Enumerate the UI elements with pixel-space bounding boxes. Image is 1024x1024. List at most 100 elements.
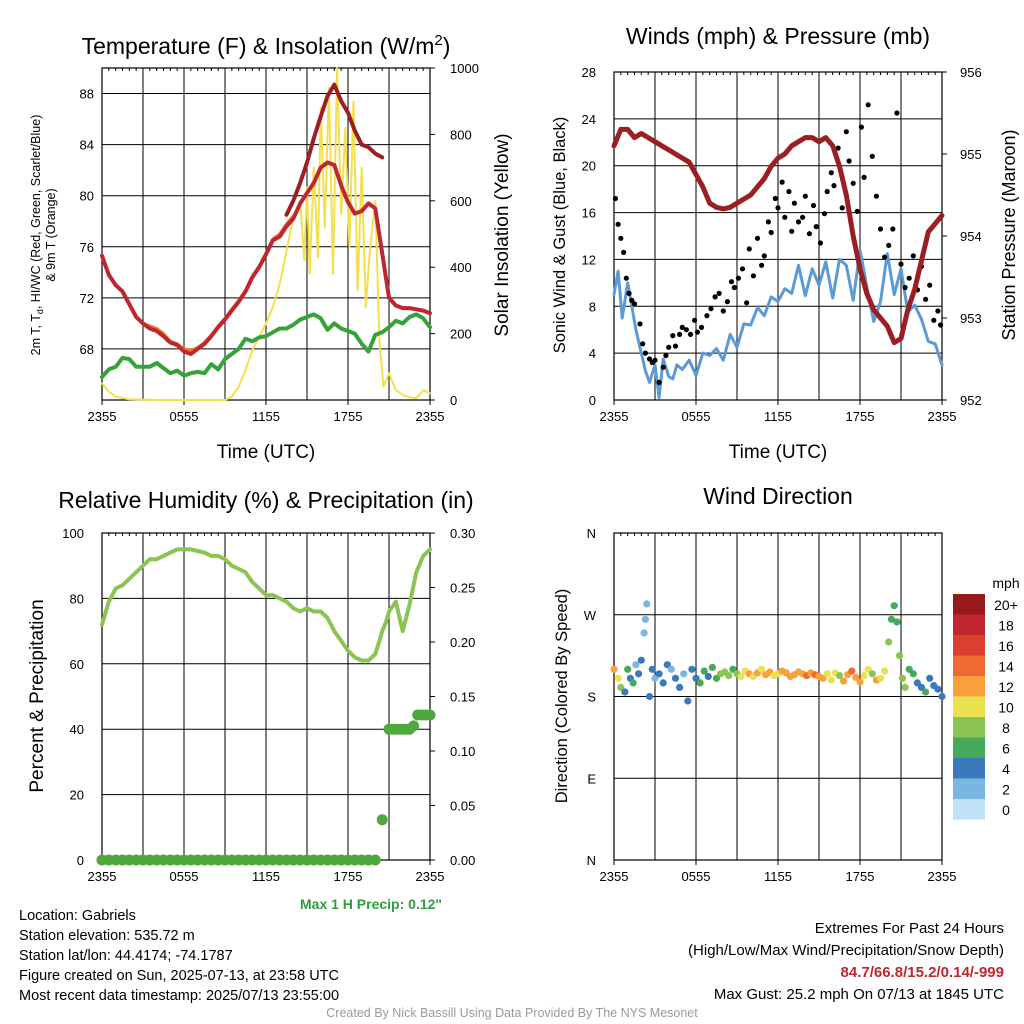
gust-point [906, 275, 912, 281]
direction-point [635, 670, 643, 678]
gust-point [927, 282, 933, 288]
colorbar-swatch [953, 594, 985, 615]
extremes-subtitle: (High/Low/Max Wind/Precipitation/Snow De… [688, 942, 1004, 959]
direction-point [617, 683, 625, 692]
y-right-tick-label: 0 [450, 393, 457, 408]
y-tick-label: 0 [589, 393, 596, 408]
gust-point [672, 343, 679, 349]
x-tick-label: 1155 [252, 409, 280, 424]
temperature-title: Temperature (F) & Insolation (W/m2) [82, 32, 451, 59]
gust-point [821, 211, 828, 217]
y-tick-label: 12 [582, 252, 596, 267]
temperature-panel: Temperature (F) & Insolation (W/m2) 2355… [29, 32, 513, 463]
gust-point [666, 344, 672, 350]
gust-point [858, 124, 865, 130]
humidity-line [100, 547, 432, 663]
direction-point [856, 678, 864, 686]
direction-point [667, 665, 676, 673]
gust-point [660, 364, 666, 370]
colorbar-title: mph [992, 575, 1019, 591]
x-tick-label: 1755 [334, 869, 363, 884]
temperature-series-line [100, 312, 432, 379]
gust-point [692, 317, 698, 323]
insolation-line [101, 67, 431, 401]
extremes-title: Extremes For Past 24 Hours [814, 920, 1004, 937]
gust-point [782, 214, 788, 220]
gust-point [679, 324, 685, 330]
gust-point [835, 145, 841, 151]
x-tick-label: 2355 [600, 409, 629, 424]
x-tick-label: 0555 [170, 869, 199, 884]
direction-point [934, 685, 942, 693]
location-text: Location: Gabriels [19, 908, 136, 924]
wind-plot-area: 2355 0555 1155 1755 2355 0 4 8 12 16 20 24 28 952 953 9… [582, 65, 982, 424]
direction-point [629, 679, 637, 687]
direction-point [641, 615, 650, 623]
y-right-tick-label: 0.25 [450, 581, 475, 596]
y-tick-label: 16 [582, 206, 596, 221]
plot-frame [101, 67, 431, 401]
gust-point [828, 170, 834, 176]
x-tick-label: 0555 [682, 869, 711, 884]
gust-point [831, 183, 837, 189]
direction-point [887, 615, 896, 623]
direction-point [676, 683, 684, 692]
direction-point [663, 661, 671, 669]
gust-point [791, 200, 798, 206]
direction-point [610, 665, 618, 673]
gust-point [765, 219, 772, 225]
gust-point [768, 229, 774, 236]
y-tick-label: W [584, 608, 597, 623]
y-tick-label: N [587, 526, 596, 541]
speed-colorbar: 20+ 18 16 14 12 10 8 6 4 2 0 [953, 594, 1018, 820]
gust-point [850, 180, 856, 186]
gust-point [746, 246, 752, 252]
colorbar-label: 0 [1002, 802, 1010, 818]
gust-point [750, 273, 757, 279]
station-info: Location: Gabriels Station elevation: 53… [19, 906, 339, 1006]
y-tick-label: 28 [582, 65, 596, 80]
gust-point [670, 333, 676, 339]
colorbar-label: 16 [998, 638, 1014, 654]
gust-point [806, 231, 813, 237]
direction-point [909, 670, 917, 678]
y-right-tick-label: 0.10 [450, 744, 475, 759]
direction-point [659, 679, 667, 687]
colorbar-swatch [953, 799, 985, 820]
x-tick-label: 1155 [764, 869, 792, 884]
gust-point [813, 224, 819, 230]
gust-point [810, 202, 817, 209]
humidity-panel: Relative Humidity (%) & Precipitation (i… [27, 487, 475, 884]
y-right-tick-label: 800 [450, 127, 472, 142]
colorbar-swatch [953, 676, 985, 697]
y-right-tick-label: 956 [960, 65, 982, 80]
x-tick-label: 0555 [170, 409, 199, 424]
pressure-line [611, 126, 945, 346]
colorbar-label: 4 [1002, 761, 1010, 777]
direction-point [881, 667, 889, 675]
direction-point [823, 670, 831, 678]
gust-point [739, 266, 746, 272]
x-tick-label: 1155 [764, 409, 792, 424]
temperature-y-axis-label: 2m T, Td, HI/WC (Red, Green, Scarlet/Blu… [29, 115, 45, 356]
gust-point [846, 158, 852, 164]
direction-point [624, 665, 632, 673]
precip-point [376, 814, 388, 826]
y-right-tick-label: 954 [960, 229, 982, 244]
gust-point [720, 308, 726, 314]
direction-point [737, 672, 745, 681]
direction-point [827, 676, 835, 684]
precip-point [369, 854, 381, 866]
direction-point [643, 600, 651, 608]
gust-point [877, 226, 884, 232]
gust-point [775, 205, 781, 211]
direction-point [725, 672, 733, 680]
colorbar-swatch [953, 696, 985, 717]
gust-point [728, 279, 735, 285]
gust-point [687, 331, 694, 337]
temperature-x-axis-label: Time (UTC) [217, 442, 316, 463]
y-tick-label: N [587, 853, 596, 868]
gust-point [938, 322, 944, 328]
gust-point [716, 290, 722, 296]
gust-point [817, 240, 824, 246]
